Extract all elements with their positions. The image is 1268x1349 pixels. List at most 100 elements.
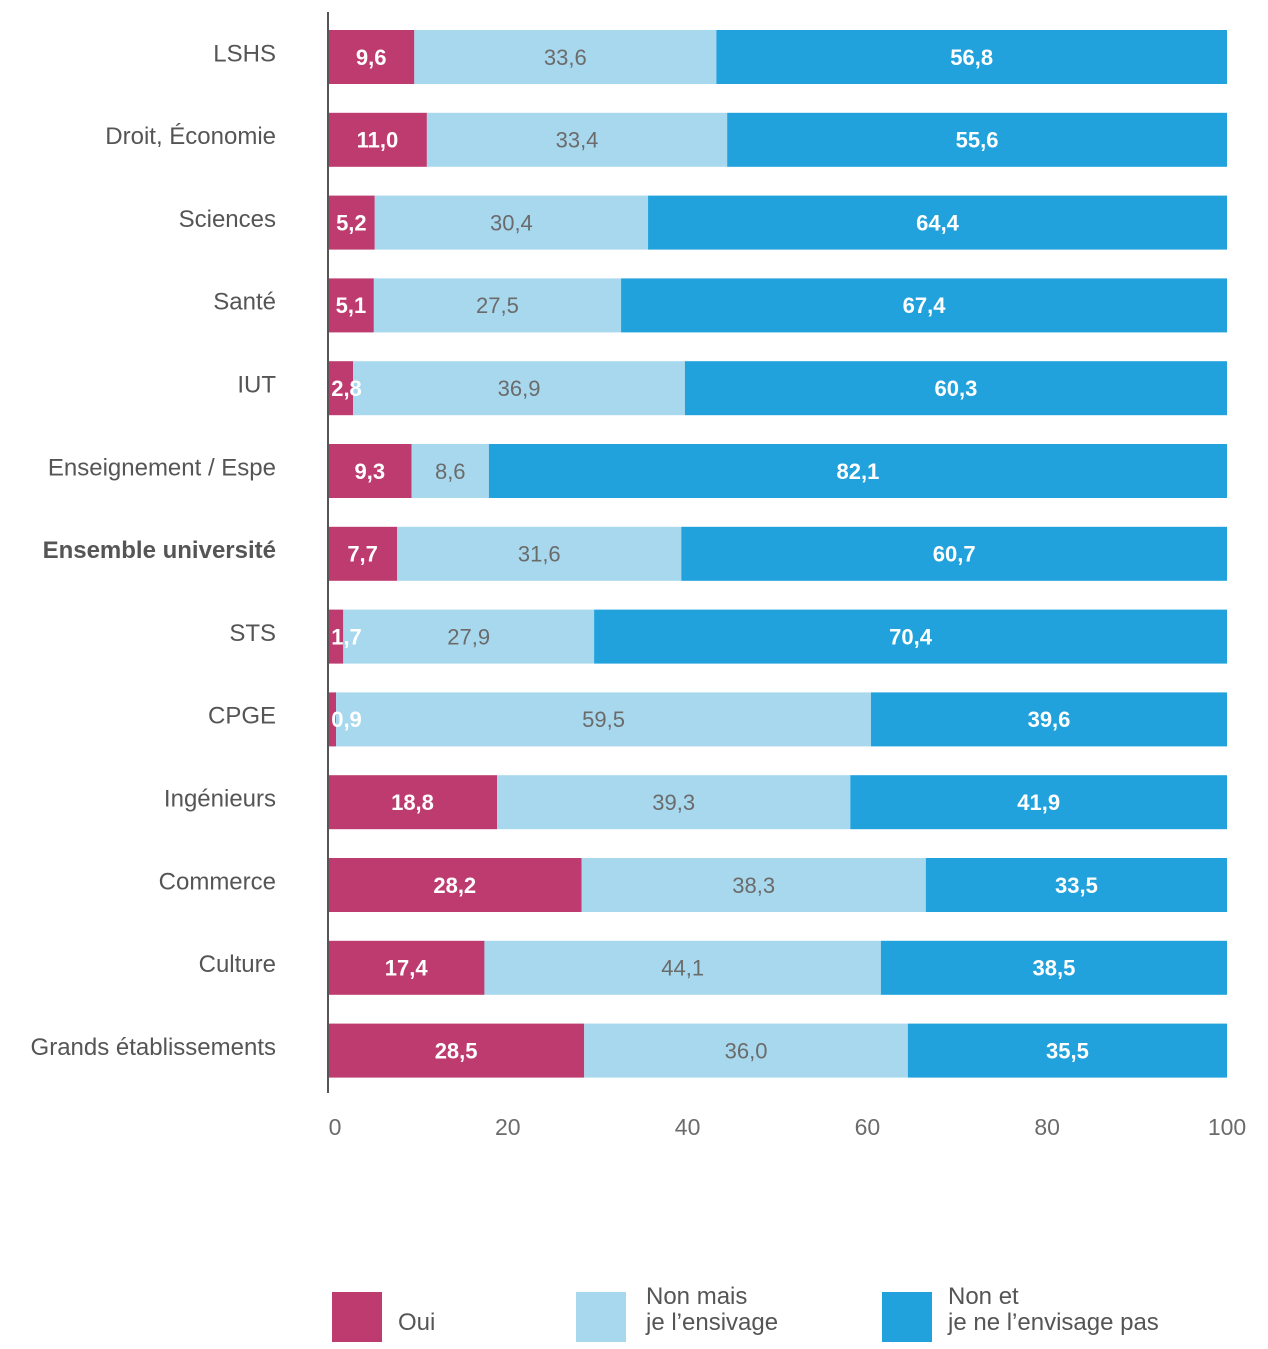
bar-segment-non-et-je-ne-l-envisage-pas-sante xyxy=(621,278,1227,333)
bar-segment-oui-cpge xyxy=(328,692,337,747)
bar-segment-non-mais-je-l-ensivage-culture xyxy=(484,940,881,995)
bar-segment-non-et-je-ne-l-envisage-pas-iut xyxy=(684,361,1227,416)
value-label-non-mais-je-l-ensivage-ingenieurs: 39,3 xyxy=(652,790,695,815)
category-label-ensemble-universite: Ensemble université xyxy=(43,537,276,564)
bar-segment-oui-ensemble-universite xyxy=(328,526,398,581)
value-label-non-et-je-ne-l-envisage-pas-grands-etablissements: 35,5 xyxy=(1046,1038,1089,1063)
x-tick-label-100: 100 xyxy=(1208,1114,1246,1140)
bar-segment-non-et-je-ne-l-envisage-pas-ingenieurs xyxy=(850,775,1227,830)
value-label-oui-cpge: 0,9 xyxy=(331,707,362,732)
x-tick-label-0: 0 xyxy=(329,1114,342,1140)
value-label-non-mais-je-l-ensivage-iut: 36,9 xyxy=(498,376,541,401)
value-label-non-mais-je-l-ensivage-sante: 27,5 xyxy=(476,293,519,318)
value-label-non-et-je-ne-l-envisage-pas-ingenieurs: 41,9 xyxy=(1017,790,1060,815)
value-label-oui-ensemble-universite: 7,7 xyxy=(347,542,378,567)
value-label-non-mais-je-l-ensivage-culture: 44,1 xyxy=(661,956,704,981)
bar-segment-non-mais-je-l-ensivage-ingenieurs xyxy=(497,775,851,830)
bar-segment-oui-commerce xyxy=(328,858,582,912)
legend-swatch-non-et-je-ne-l-envisage-pas xyxy=(882,1292,932,1342)
category-label-culture: Culture xyxy=(199,951,276,978)
bar-segment-non-mais-je-l-ensivage-cpge xyxy=(336,692,871,747)
bar-segment-non-et-je-ne-l-envisage-pas-sts xyxy=(594,609,1227,664)
value-label-non-mais-je-l-ensivage-commerce: 38,3 xyxy=(732,873,775,898)
value-label-non-mais-je-l-ensivage-grands-etablissements: 36,0 xyxy=(725,1038,768,1063)
value-label-non-et-je-ne-l-envisage-pas-iut: 60,3 xyxy=(935,376,978,401)
value-label-non-et-je-ne-l-envisage-pas-culture: 38,5 xyxy=(1033,956,1076,981)
bar-segment-non-et-je-ne-l-envisage-pas-culture xyxy=(880,940,1227,995)
category-label-ingenieurs: Ingénieurs xyxy=(164,786,276,813)
bar-segment-oui-culture xyxy=(328,940,485,995)
value-label-non-et-je-ne-l-envisage-pas-sciences: 64,4 xyxy=(916,210,960,235)
legend-label-oui: Oui xyxy=(398,1309,435,1336)
bar-segment-oui-enseignement-espe xyxy=(328,444,412,498)
category-label-iut: IUT xyxy=(237,372,276,399)
bar-segment-non-et-je-ne-l-envisage-pas-grands-etablissements xyxy=(907,1023,1227,1078)
category-label-sts: STS xyxy=(229,620,276,647)
legend-label-non-et-je-ne-l-envisage-pas-line-2: je ne l’envisage pas xyxy=(947,1309,1159,1336)
legend-label-non-et-je-ne-l-envisage-pas-line-1: Non et xyxy=(948,1283,1019,1310)
category-label-lshs: LSHS xyxy=(213,40,276,67)
value-label-non-et-je-ne-l-envisage-pas-commerce: 33,5 xyxy=(1055,873,1098,898)
bar-segment-non-et-je-ne-l-envisage-pas-enseignement-espe xyxy=(488,444,1227,498)
value-label-non-et-je-ne-l-envisage-pas-cpge: 39,6 xyxy=(1028,707,1071,732)
value-label-non-et-je-ne-l-envisage-pas-lshs: 56,8 xyxy=(950,45,993,70)
bar-segment-oui-iut xyxy=(328,361,354,416)
value-label-non-mais-je-l-ensivage-ensemble-universite: 31,6 xyxy=(518,542,561,567)
bar-segment-non-mais-je-l-ensivage-ensemble-universite xyxy=(397,526,682,581)
bar-segment-non-et-je-ne-l-envisage-pas-lshs xyxy=(716,30,1227,84)
value-label-non-mais-je-l-ensivage-lshs: 33,6 xyxy=(544,45,587,70)
value-label-oui-lshs: 9,6 xyxy=(356,45,387,70)
bar-segment-oui-droit-economie xyxy=(328,112,427,167)
bar-segment-non-mais-je-l-ensivage-lshs xyxy=(414,30,717,84)
bar-segment-oui-ingenieurs xyxy=(328,775,498,830)
value-label-non-et-je-ne-l-envisage-pas-sante: 67,4 xyxy=(903,293,947,318)
bars-layer: 9,6 33,6 56,8 11,0 33,4 55,6 5,2 30,4 64,4 5,1 27,… xyxy=(328,30,1227,1078)
x-tick-label-60: 60 xyxy=(855,1114,881,1140)
value-label-oui-iut: 2,8 xyxy=(331,376,362,401)
category-labels: LSHS Droit, Économie Sciences Santé IUT Ensei… xyxy=(31,40,277,1061)
bar-segment-non-mais-je-l-ensivage-grands-etablissements xyxy=(584,1023,908,1078)
category-label-cpge: CPGE xyxy=(208,703,276,730)
value-label-non-et-je-ne-l-envisage-pas-droit-economie: 55,6 xyxy=(956,128,999,153)
value-label-non-mais-je-l-ensivage-sciences: 30,4 xyxy=(490,210,533,235)
x-tick-label-40: 40 xyxy=(675,1114,701,1140)
category-label-grands-etablissements: Grands établissements xyxy=(31,1034,276,1061)
value-label-oui-droit-economie: 11,0 xyxy=(357,128,399,153)
value-label-oui-sts: 1,7 xyxy=(331,624,362,649)
value-label-oui-commerce: 28,2 xyxy=(433,873,476,898)
value-label-non-mais-je-l-ensivage-cpge: 59,5 xyxy=(582,707,625,732)
bar-segment-non-et-je-ne-l-envisage-pas-commerce xyxy=(925,858,1227,912)
category-label-commerce: Commerce xyxy=(159,868,276,895)
value-label-oui-ingenieurs: 18,8 xyxy=(391,790,434,815)
axis: 0 20 40 60 80 100 xyxy=(327,12,1246,1140)
bar-segment-non-et-je-ne-l-envisage-pas-cpge xyxy=(870,692,1227,747)
value-label-oui-enseignement-espe: 9,3 xyxy=(355,459,386,484)
bar-segment-oui-sante xyxy=(328,278,374,333)
category-label-droit-economie: Droit, Économie xyxy=(105,123,276,150)
bar-segment-non-mais-je-l-ensivage-iut xyxy=(353,361,685,416)
value-label-oui-sciences: 5,2 xyxy=(336,210,367,235)
bar-segment-non-et-je-ne-l-envisage-pas-sciences xyxy=(648,195,1227,250)
value-label-oui-grands-etablissements: 28,5 xyxy=(435,1038,478,1063)
bar-segment-non-mais-je-l-ensivage-sante xyxy=(373,278,622,333)
bar-segment-oui-sts xyxy=(328,609,344,664)
legend-label-non-mais-je-l-ensivage-line-2: je l’ensivage xyxy=(645,1309,778,1336)
bar-segment-non-et-je-ne-l-envisage-pas-droit-economie xyxy=(727,112,1227,167)
legend-swatch-oui xyxy=(332,1292,382,1342)
category-label-enseignement-espe: Enseignement / Espe xyxy=(48,454,276,481)
bar-segment-oui-sciences xyxy=(328,195,375,250)
bar-segment-oui-lshs xyxy=(328,30,415,84)
value-label-non-mais-je-l-ensivage-sts: 27,9 xyxy=(447,624,490,649)
bar-segment-non-et-je-ne-l-envisage-pas-ensemble-universite xyxy=(681,526,1227,581)
value-label-oui-sante: 5,1 xyxy=(336,293,367,318)
value-label-non-et-je-ne-l-envisage-pas-enseignement-espe: 82,1 xyxy=(837,459,880,484)
value-label-non-et-je-ne-l-envisage-pas-sts: 70,4 xyxy=(889,624,933,649)
value-label-non-et-je-ne-l-envisage-pas-ensemble-universite: 60,7 xyxy=(933,542,976,567)
bar-segment-non-mais-je-l-ensivage-enseignement-espe xyxy=(411,444,489,498)
bar-segment-non-mais-je-l-ensivage-droit-economie xyxy=(426,112,728,167)
bar-segment-oui-grands-etablissements xyxy=(328,1023,585,1078)
x-tick-label-80: 80 xyxy=(1034,1114,1060,1140)
